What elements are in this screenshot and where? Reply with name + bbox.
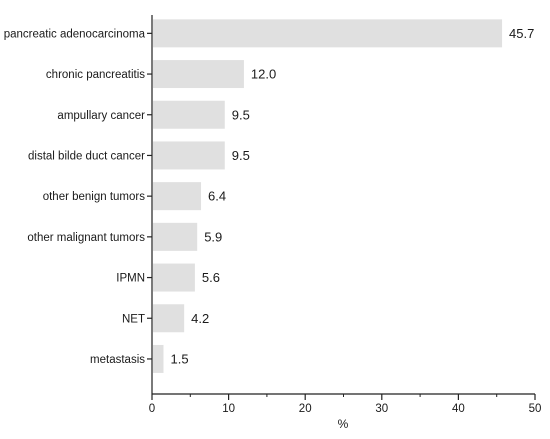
y-tick-label: pancreatic adenocarcinoma — [4, 28, 146, 40]
x-tick-label: 20 — [299, 403, 312, 415]
y-axis: pancreatic adenocarcinoma chronic pancrea… — [4, 15, 153, 394]
bar — [153, 263, 195, 292]
bar — [153, 19, 503, 48]
bar-value-label: 45.7 — [509, 26, 534, 41]
x-axis: 0 10 20 30 40 50 — [149, 393, 542, 415]
x-tick-label: 40 — [452, 403, 465, 415]
bar-value-label: 9.5 — [232, 107, 250, 122]
bar-value-label: 12.0 — [251, 67, 276, 82]
bar — [153, 141, 225, 170]
x-tick-label: 30 — [375, 403, 388, 415]
bar-value-label: 6.4 — [208, 189, 226, 204]
bar — [153, 222, 198, 251]
y-tick-label: distal bilde duct cancer — [28, 150, 145, 162]
y-tick-label: ampullary cancer — [57, 110, 145, 122]
y-tick-label: other benign tumors — [43, 191, 146, 203]
x-tick-label: 10 — [222, 403, 235, 415]
y-tick-label: metastasis — [90, 354, 145, 366]
y-tick-label: NET — [122, 313, 145, 325]
bars-group — [153, 19, 503, 373]
bar — [153, 344, 164, 373]
y-tick-label: chronic pancreatitis — [46, 69, 145, 81]
y-tick-label: IPMN — [116, 273, 145, 285]
bar-value-label: 4.2 — [191, 311, 209, 326]
bar-value-label: 9.5 — [232, 148, 250, 163]
bar — [153, 100, 225, 129]
y-tick-label: other malignant tumors — [27, 232, 145, 244]
bar — [153, 182, 202, 211]
x-tick-label: 0 — [149, 403, 155, 415]
value-labels-group: 45.7 12.0 9.5 9.5 6.4 5.9 5.6 4.2 1.5 — [170, 26, 534, 367]
bar — [153, 60, 244, 89]
x-tick-label: 50 — [529, 403, 542, 415]
x-axis-title: % — [338, 417, 349, 431]
bar-value-label: 1.5 — [170, 351, 188, 366]
bar-value-label: 5.9 — [204, 229, 222, 244]
bar-value-label: 5.6 — [202, 270, 220, 285]
bar — [153, 304, 185, 333]
